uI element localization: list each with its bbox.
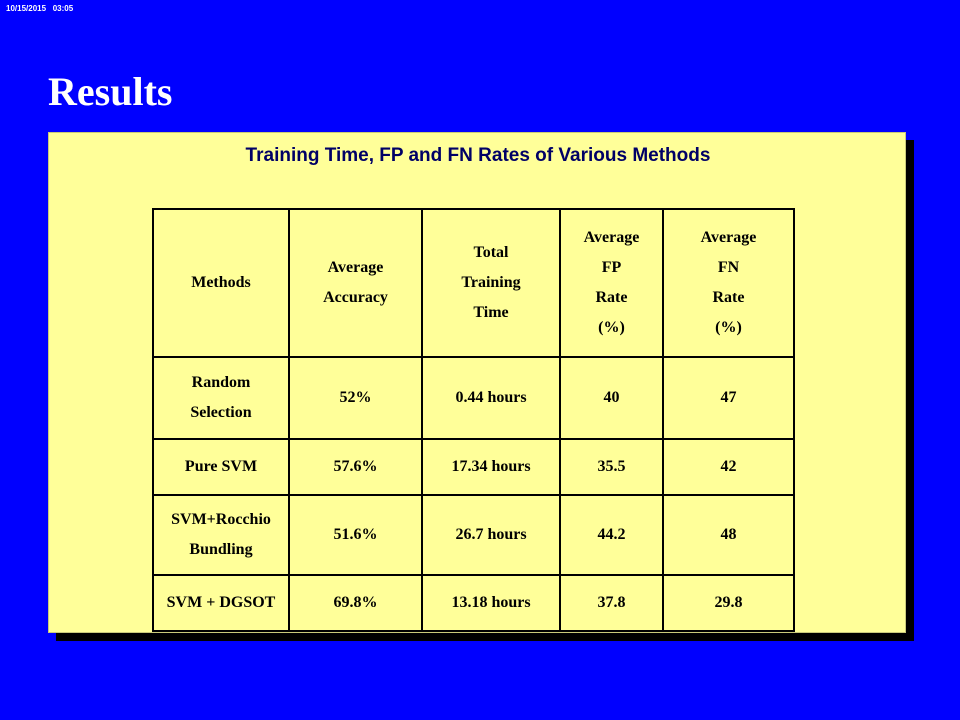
table-row: Random Selection 52% 0.44 hours 40 47 — [152, 356, 795, 440]
method-line: SVM+Rocchio — [171, 511, 271, 528]
cell-accuracy: 57.6% — [288, 438, 423, 496]
cell-method: SVM + DGSOT — [152, 574, 290, 632]
cell-fp: 40 — [559, 356, 664, 440]
cell-fp: 37.8 — [559, 574, 664, 632]
method-line: Pure SVM — [184, 458, 258, 475]
cell-fn: 42 — [662, 438, 795, 496]
header-line: Rate — [712, 289, 745, 306]
table-row: Pure SVM 57.6% 17.34 hours 35.5 42 — [152, 438, 795, 496]
results-panel: Training Time, FP and FN Rates of Variou… — [48, 132, 906, 633]
header-fn-rate: Average FN Rate (%) — [662, 208, 795, 358]
cell-accuracy: 52% — [288, 356, 423, 440]
header-line: FP — [601, 259, 622, 276]
header-line: Average — [700, 229, 757, 246]
header-line: Methods — [191, 274, 251, 291]
cell-method: SVM+Rocchio Bundling — [152, 494, 290, 576]
cell-method: Random Selection — [152, 356, 290, 440]
cell-fp: 44.2 — [559, 494, 664, 576]
cell-fn: 48 — [662, 494, 795, 576]
panel-heading: Training Time, FP and FN Rates of Variou… — [245, 145, 711, 166]
cell-time: 13.18 hours — [421, 574, 561, 632]
cell-fn: 47 — [662, 356, 795, 440]
header-line: (%) — [715, 319, 742, 336]
table-header-row: Methods Average Accuracy Total Training … — [152, 208, 795, 358]
header-methods: Methods — [152, 208, 290, 358]
cell-fn: 29.8 — [662, 574, 795, 632]
results-table: Methods Average Accuracy Total Training … — [152, 208, 795, 632]
cell-method: Pure SVM — [152, 438, 290, 496]
method-line: Random — [191, 374, 251, 391]
header-training-time: Total Training Time — [421, 208, 561, 358]
method-line: Bundling — [189, 541, 253, 558]
header-line: Rate — [595, 289, 628, 306]
header-line: Time — [473, 304, 509, 321]
cell-time: 0.44 hours — [421, 356, 561, 440]
cell-time: 26.7 hours — [421, 494, 561, 576]
table-row: SVM+Rocchio Bundling 51.6% 26.7 hours 44… — [152, 494, 795, 576]
cell-accuracy: 51.6% — [288, 494, 423, 576]
cell-time: 17.34 hours — [421, 438, 561, 496]
header-accuracy: Average Accuracy — [288, 208, 423, 358]
header-line: Average — [327, 259, 384, 276]
cell-accuracy: 69.8% — [288, 574, 423, 632]
header-line: Average — [583, 229, 640, 246]
header-line: FN — [717, 259, 740, 276]
timestamp: 10/15/2015 03:05 — [6, 4, 74, 13]
header-line: Total — [473, 244, 509, 261]
method-line: SVM + DGSOT — [166, 594, 276, 611]
header-line: Training — [461, 274, 521, 291]
cell-fp: 35.5 — [559, 438, 664, 496]
method-line: Selection — [190, 404, 252, 421]
slide-title: Results — [48, 69, 173, 114]
header-line: Accuracy — [323, 289, 388, 306]
table-row: SVM + DGSOT 69.8% 13.18 hours 37.8 29.8 — [152, 574, 795, 632]
header-line: (%) — [598, 319, 625, 336]
header-fp-rate: Average FP Rate (%) — [559, 208, 664, 358]
